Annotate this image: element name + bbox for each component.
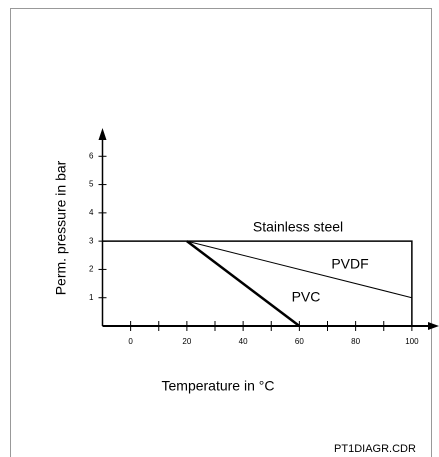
line-series — [186, 240, 412, 299]
x-tick-label: 60 — [295, 337, 304, 346]
y-tick-label: 1 — [89, 293, 94, 302]
x-tick-label: 0 — [128, 337, 133, 346]
footer: PT1DIAGR.CDR — [334, 443, 416, 455]
line-series — [102, 240, 413, 326]
y-axis-arrow — [98, 128, 107, 140]
x-axis-label: Temperature in °C — [162, 378, 275, 394]
y-tick-label: 2 — [89, 265, 94, 274]
x-axis-arrow — [428, 322, 439, 330]
x-tick-label: 80 — [351, 337, 360, 346]
y-axis-label: Perm. pressure in bar — [53, 160, 69, 295]
series-label: PVC — [292, 289, 321, 305]
series-label: PVDF — [331, 256, 368, 272]
line-series — [186, 240, 301, 327]
x-tick-label: 20 — [182, 337, 191, 346]
x-tick-label: 40 — [239, 337, 248, 346]
y-tick-label: 4 — [89, 208, 94, 217]
frame — [10, 8, 432, 457]
series-label: Stainless steel — [253, 219, 343, 235]
y-tick-label: 5 — [89, 180, 94, 189]
y-tick-label: 3 — [89, 236, 94, 245]
y-tick-label: 6 — [89, 151, 94, 160]
x-tick-label: 100 — [405, 337, 419, 346]
